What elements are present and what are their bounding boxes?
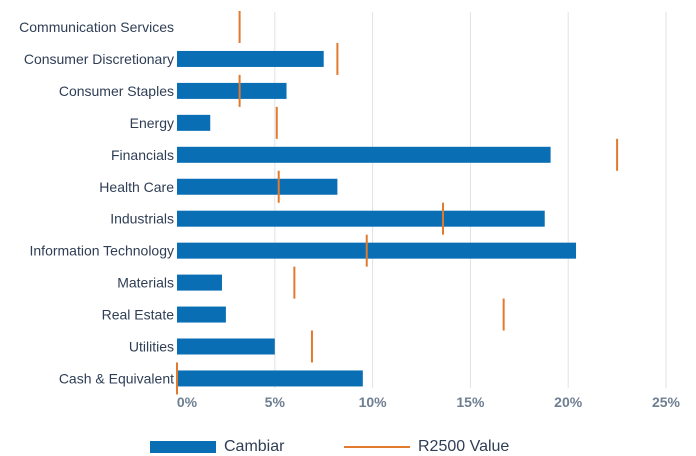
bar-cambiar: [177, 82, 287, 99]
legend: Cambiar R2500 Value: [0, 430, 696, 456]
cambiar-bars: [177, 50, 577, 387]
x-tick-label: 25%: [652, 394, 681, 410]
bar-cambiar: [177, 146, 551, 163]
x-tick-labels: 0% 5% 10% 15% 20% 25%: [177, 394, 681, 410]
legend-label-r2500: R2500 Value: [418, 438, 510, 455]
x-tick-label: 10%: [359, 394, 388, 410]
category-label: Energy: [130, 115, 174, 131]
category-label: Materials: [117, 275, 174, 291]
category-label: Consumer Staples: [59, 83, 174, 99]
r2500-value-markers: [176, 11, 619, 395]
category-label: Consumer Discretionary: [24, 51, 174, 67]
grid-lines: [274, 12, 667, 388]
bar-cambiar: [177, 338, 275, 355]
category-label: Industrials: [110, 211, 174, 227]
category-label: Real Estate: [102, 307, 175, 323]
legend-swatch-bar: [150, 441, 216, 453]
category-label: Cash & Equivalent: [59, 370, 174, 386]
x-tick-label: 0%: [177, 394, 198, 410]
x-tick-label: 15%: [456, 394, 485, 410]
bar-cambiar: [177, 50, 324, 67]
bar-cambiar: [177, 306, 226, 323]
bar-cambiar: [177, 274, 222, 291]
legend-item-cambiar: Cambiar: [150, 438, 284, 456]
legend-swatch-line: [344, 446, 410, 448]
category-label: Health Care: [99, 179, 174, 195]
bar-cambiar: [177, 210, 545, 227]
legend-item-r2500: R2500 Value: [344, 438, 509, 456]
bar-cambiar: [177, 114, 211, 131]
category-label: Communication Services: [19, 19, 174, 35]
legend-label-cambiar: Cambiar: [224, 438, 285, 455]
x-tick-label: 20%: [554, 394, 583, 410]
sector-weights-chart: Communication Services Consumer Discretio…: [19, 11, 681, 410]
bar-cambiar: [177, 370, 363, 387]
category-labels: Communication Services Consumer Discretio…: [19, 19, 174, 386]
category-label: Information Technology: [30, 243, 175, 259]
category-label: Utilities: [129, 339, 174, 355]
category-label: Financials: [111, 147, 174, 163]
x-tick-label: 5%: [265, 394, 286, 410]
bar-cambiar: [177, 242, 577, 259]
bar-cambiar: [177, 178, 338, 195]
